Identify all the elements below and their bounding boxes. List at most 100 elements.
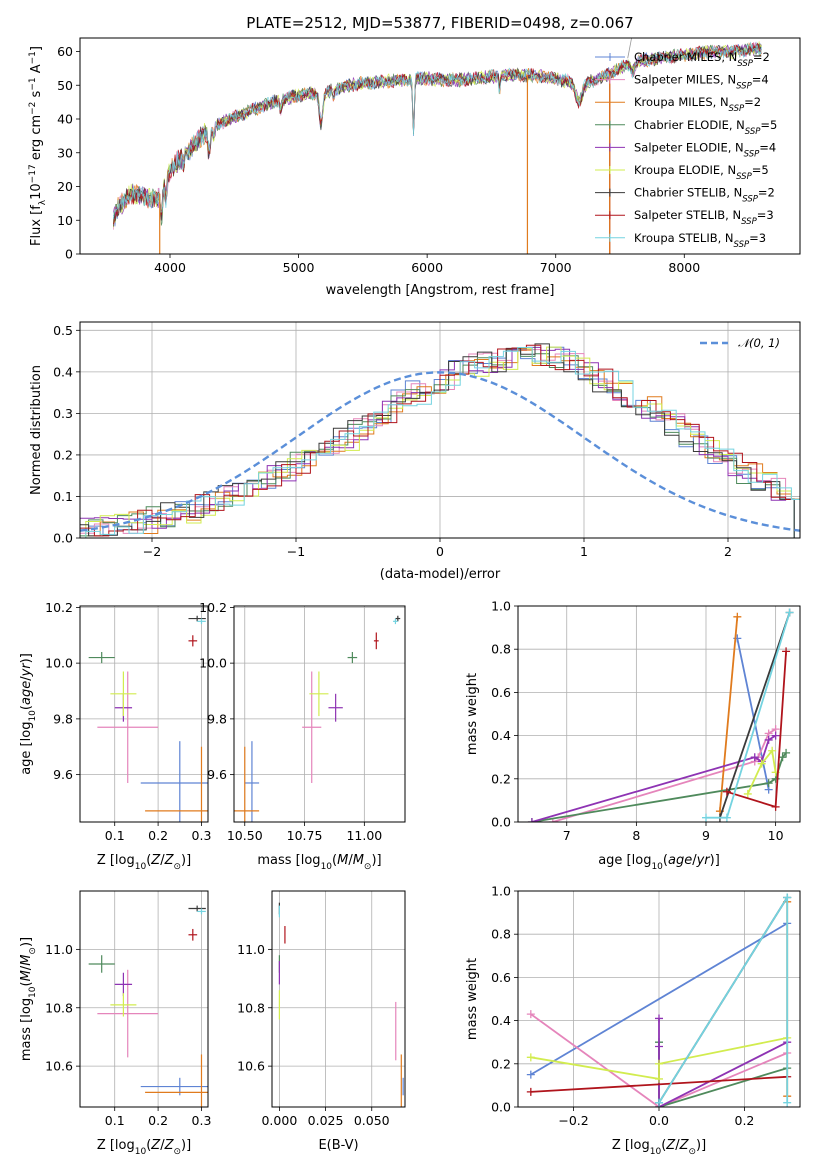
ebv-mass-panel: 0.000 0.025 0.050 10.6 10.8 11.0 E(B-V) — [237, 890, 406, 1153]
age-weight-x-label: age [log10(age/yr)] — [598, 853, 720, 872]
z-age-plot-area — [88, 615, 208, 822]
z-age-x-label: Z [log10(Z/Z⊙)] — [97, 853, 191, 872]
residuals-panel: −2 −1 0 1 2 0.0 0.1 0.2 0.3 0.4 0.5 𝒩(0, 1) (data-mo… — [29, 321, 801, 582]
y-tick-label: 10.8 — [237, 1000, 265, 1015]
y-tick-label: 10.2 — [45, 600, 73, 615]
y-tick-label: 10.6 — [237, 1059, 265, 1074]
legend-entry: Chabrier ELODIE, NSSP=5 — [634, 118, 777, 137]
mass-weight-line — [719, 616, 739, 812]
y-tick-label: 0.6 — [491, 685, 511, 700]
error-bar-point — [309, 671, 329, 717]
error-bar-point — [114, 972, 133, 997]
y-tick-label: 0.8 — [491, 642, 511, 657]
spectrum-model-line — [113, 42, 762, 225]
mass-weight-marker — [785, 608, 794, 617]
x-tick-label: 10.50 — [227, 828, 263, 843]
y-tick-label: 0.2 — [491, 1056, 511, 1071]
y-tick-label: 0.8 — [491, 927, 511, 942]
x-tick-label: 0.2 — [735, 1113, 755, 1128]
mass-weight-line — [658, 894, 789, 1104]
spectrum-panel: 4000 5000 6000 7000 8000 0 10 20 30 40 50 60 wavelen… — [28, 37, 801, 298]
mass-weight-marker — [526, 1070, 535, 1079]
error-bar-point — [145, 746, 208, 822]
y-tick-label: 0.0 — [491, 815, 511, 830]
y-tick-label: 11.0 — [237, 942, 265, 957]
mass-weight-line — [719, 612, 791, 818]
figure-title: PLATE=2512, MJD=53877, FIBERID=0498, z=0… — [246, 14, 633, 32]
legend-entry: Kroupa STELIB, NSSP=3 — [634, 231, 766, 250]
y-tick-label: 9.6 — [207, 767, 227, 782]
y-tick-label: 50 — [57, 78, 73, 93]
x-tick-label: 7 — [563, 828, 571, 843]
y-tick-label: 1.0 — [491, 884, 511, 899]
z-weight-panel: −0.2 0.0 0.2 0.0 0.2 0.4 0.6 0.8 1.0 Z [log10(Z/Z… — [465, 884, 801, 1157]
y-tick-label: 0.0 — [491, 1100, 511, 1115]
x-tick-label: 0.000 — [261, 1113, 297, 1128]
y-tick-label: 9.8 — [207, 711, 227, 726]
mass-weight-marker — [655, 1042, 663, 1051]
mass-weight-marker — [733, 612, 742, 621]
normal-reference-curve — [80, 371, 800, 532]
error-bar-point — [145, 1054, 208, 1107]
mass-weight-marker — [764, 779, 773, 788]
error-bar-point — [244, 741, 260, 822]
x-tick-label: 0.3 — [192, 1113, 212, 1128]
mass-weight-marker — [782, 748, 791, 757]
y-tick-label: 0.4 — [491, 728, 511, 743]
mass-weight-marker — [743, 789, 752, 798]
mass-weight-marker — [655, 1098, 663, 1107]
z-mass-x-label: Z [log10(Z/Z⊙)] — [97, 1138, 191, 1157]
spectrum-frame — [79, 37, 801, 255]
ebv-mass-x-label: E(B-V) — [318, 1138, 358, 1153]
mass-weight-marker — [655, 1059, 663, 1068]
z-age-frame — [79, 605, 209, 823]
y-tick-label: 0.4 — [53, 364, 73, 379]
mass-weight-line — [552, 728, 777, 822]
legend-entry: Kroupa MILES, NSSP=2 — [634, 95, 761, 114]
y-tick-label: 9.6 — [53, 767, 73, 782]
x-tick-label: 0.3 — [192, 828, 212, 843]
x-tick-label: 0.0 — [649, 1113, 669, 1128]
error-bar-point — [97, 671, 159, 783]
residual-legend: 𝒩(0, 1) — [700, 336, 780, 350]
residual-y-label: Normed distribution — [29, 365, 44, 495]
y-tick-label: 10.0 — [45, 656, 73, 671]
x-tick-label: 0 — [436, 544, 444, 559]
y-tick-label: 10.2 — [199, 600, 227, 615]
y-tick-label: 40 — [57, 112, 73, 127]
y-tick-label: 0.0 — [53, 531, 73, 546]
error-bar-point — [188, 905, 206, 912]
mass-weight-marker — [527, 818, 536, 822]
age-weight-y-label: mass weight — [465, 673, 480, 755]
mass-weight-marker — [655, 1074, 663, 1083]
y-tick-label: 60 — [57, 44, 73, 59]
x-tick-label: 10 — [768, 828, 784, 843]
x-tick-label: 0.050 — [354, 1113, 390, 1128]
x-tick-label: 5000 — [283, 260, 315, 275]
x-tick-label: −1 — [287, 544, 305, 559]
legend-entry: Kroupa ELODIE, NSSP=5 — [634, 163, 769, 182]
mass-weight-marker — [783, 893, 792, 902]
error-bar-point — [97, 969, 159, 1058]
y-tick-label: 0.3 — [53, 406, 73, 421]
mass-age-plot-area — [234, 615, 401, 822]
age-weight-plot-area — [527, 608, 794, 822]
mass-age-x-label: mass [log10(M/M⊙)] — [257, 853, 381, 872]
mass-age-panel: 10.50 10.75 11.00 9.6 9.8 10.0 10.2 mass [log10… — [199, 600, 406, 872]
spectrum-spike — [627, 38, 632, 59]
mass-weight-line — [530, 1013, 788, 1107]
error-bar-point — [140, 741, 208, 822]
y-tick-label: 0.4 — [491, 1013, 511, 1028]
z-mass-y-label: mass [log10(M/M⊙)] — [19, 937, 38, 1061]
legend-entry: Salpeter STELIB, NSSP=3 — [634, 208, 774, 227]
error-bar-point — [197, 618, 206, 625]
mass-weight-marker — [655, 1014, 663, 1023]
error-bar-point — [197, 908, 206, 915]
y-tick-label: 0.2 — [491, 771, 511, 786]
error-bar-point — [234, 746, 260, 822]
y-tick-label: 0.1 — [53, 489, 73, 504]
y-tick-label: 20 — [57, 179, 73, 194]
residual-x-label: (data-model)/error — [380, 567, 501, 582]
mass-age-frame — [233, 605, 406, 823]
z-age-panel: 0.1 0.2 0.3 9.6 9.8 10.0 10.2 Z [log10(Z/Z⊙)] ag… — [19, 600, 212, 872]
